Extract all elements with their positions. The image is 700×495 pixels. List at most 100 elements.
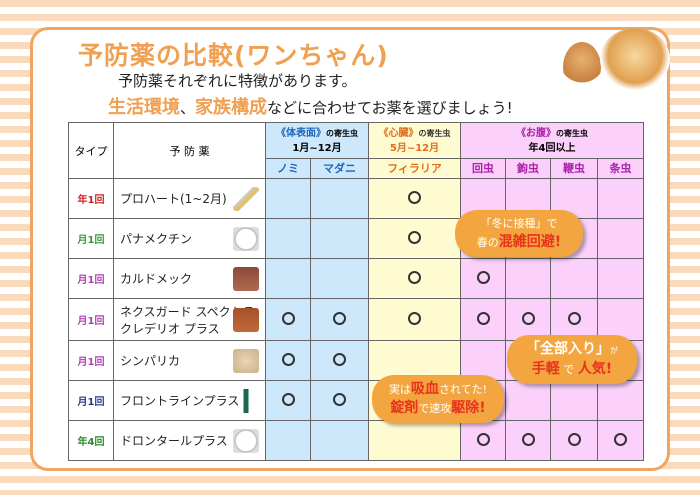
mark-cell [368,258,461,299]
header-heart-parasites: 《心臓》の寄生虫 5月~12月 [368,122,461,159]
mark-cell [368,420,461,461]
mark-cell [310,178,369,219]
mark-cell [460,420,506,461]
circle-mark-icon [333,392,346,406]
circle-mark-icon [333,311,346,325]
header-parasite: 鉤虫 [505,158,551,179]
mark-cell [310,218,369,259]
header-parasite: フィラリア [368,158,461,179]
mark-cell [597,218,644,259]
text: されてた! [438,383,488,396]
medicine-cell: シンパリカ [113,340,266,381]
mark-cell [368,178,461,219]
pomeranian-image [600,28,670,90]
circle-mark-icon [521,311,535,325]
mark-cell [597,178,644,219]
text: 「冬 [480,217,503,230]
mark-cell [265,380,311,421]
circle-mark-icon [476,270,490,284]
mark-cell [368,340,461,381]
mark-cell [265,420,311,461]
medicine-name: パナメクチン [120,232,193,246]
header-medicine: 予 防 薬 [113,122,266,179]
callout-winter: 「冬に接種」で 春の混雑回避! [455,210,583,257]
group-period: 年4回以上 [528,142,576,154]
mark-cell [505,380,551,421]
medicine-name-2: クレデリオ プラス [120,321,220,336]
mark-cell [368,218,461,259]
circle-mark-icon [281,311,295,325]
frequency: 月1回 [68,258,114,299]
group-period: 5月~12月 [389,142,440,154]
syringe-image [233,186,259,211]
header-intestinal-parasites: 《お腹》の寄生虫 年4回以上 [460,122,644,159]
circle-mark-icon [521,432,535,446]
medicine-cell: カルドメック [113,258,266,299]
beige-tablet-image [233,348,259,373]
mark-cell [368,298,461,341]
header-surface-parasites: 《体表面》の寄生虫 1月~12月 [265,122,369,159]
header-parasite: 条虫 [597,158,644,179]
table-row: 月1回 カルドメック [68,258,644,299]
medicine-name: フロントラインプラス [120,394,240,408]
header-parasite: ノミ [265,158,311,179]
header-type: タイプ [68,122,114,179]
chewable-image [233,266,259,291]
text: 錠剤 [390,400,419,416]
circle-mark-icon [408,190,421,204]
medicine-name: シンパリカ [120,354,181,368]
frequency: 月1回 [68,218,114,259]
circle-mark-icon [567,311,581,325]
comparison-table: タイプ 予 防 薬 《体表面》の寄生虫 1月~12月 《心臓》の寄生虫 5月~12月… [68,122,644,461]
mark-cell [265,218,311,259]
mark-cell [310,298,369,341]
table-row: 年4回 ドロンタールプラス [68,420,644,461]
text: 実は [388,383,411,396]
circle-mark-icon [476,432,490,446]
pipette-image [233,388,259,413]
group-name: 《心臓》 [378,127,419,139]
mark-cell [597,298,644,341]
callout-blood: 実は吸血されてた! 錠剤で速攻駆除! [372,375,504,423]
mark-cell [460,258,506,299]
medicine-name: プロハート(1~2月) [120,192,227,206]
header-parasite: 鞭虫 [550,158,598,179]
separator: 、 [180,99,196,117]
white-tablet-image [233,226,259,251]
frequency: 月1回 [68,340,114,381]
chew-tablet-image [233,307,259,332]
mark-cell [310,420,369,461]
medicine-cell: フロントラインプラス [113,380,266,421]
mark-cell [505,258,551,299]
medicine-cell: ネクスガード スペクトラ クレデリオ プラス [113,298,266,341]
mark-cell [550,420,598,461]
circle-mark-icon [614,432,627,446]
table-row: 年1回 プロハート(1~2月) [68,178,644,219]
frequency: 月1回 [68,298,114,341]
page-title: 予防薬の比較(ワンちゃん) [78,41,389,70]
text: に接種」で [502,217,558,230]
mark-cell [310,340,369,381]
group-name: 《体表面》 [276,127,326,139]
group-period: 1月~12月 [292,142,342,154]
text: 「全部入り」 [526,341,610,357]
text: 人気! [577,361,613,377]
circle-mark-icon [408,230,421,244]
header-parasite: 回虫 [460,158,506,179]
text: 吸血 [410,381,439,397]
subtitle: 予防薬それぞれに特徴があります。 [118,72,357,90]
mark-cell [265,298,311,341]
circle-mark-icon [476,311,490,325]
mark-cell [265,258,311,299]
mark-cell [310,380,369,421]
mark-cell [265,340,311,381]
shiba-puppy-image [563,42,601,92]
mark-cell [597,258,644,299]
circle-mark-icon [333,352,346,366]
group-suffix: の寄生虫 [556,128,588,138]
circle-mark-icon [567,432,581,446]
mark-cell [597,420,644,461]
mark-cell [505,420,551,461]
mark-cell [460,298,506,341]
mark-cell [310,258,369,299]
